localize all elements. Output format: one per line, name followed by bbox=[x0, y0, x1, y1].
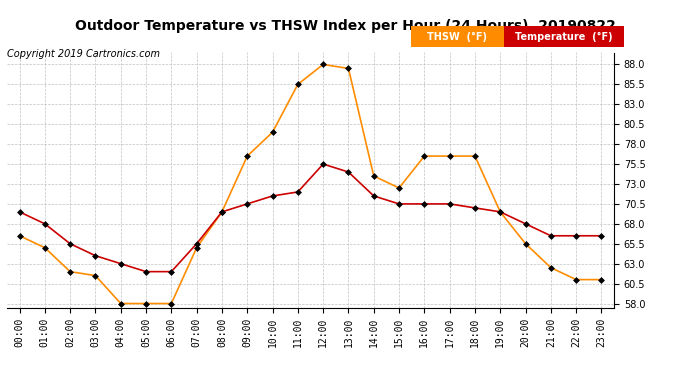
Text: THSW  (°F): THSW (°F) bbox=[427, 32, 486, 42]
Text: Temperature  (°F): Temperature (°F) bbox=[515, 32, 613, 42]
Text: Outdoor Temperature vs THSW Index per Hour (24 Hours)  20190822: Outdoor Temperature vs THSW Index per Ho… bbox=[75, 19, 615, 33]
Text: Copyright 2019 Cartronics.com: Copyright 2019 Cartronics.com bbox=[7, 49, 160, 59]
